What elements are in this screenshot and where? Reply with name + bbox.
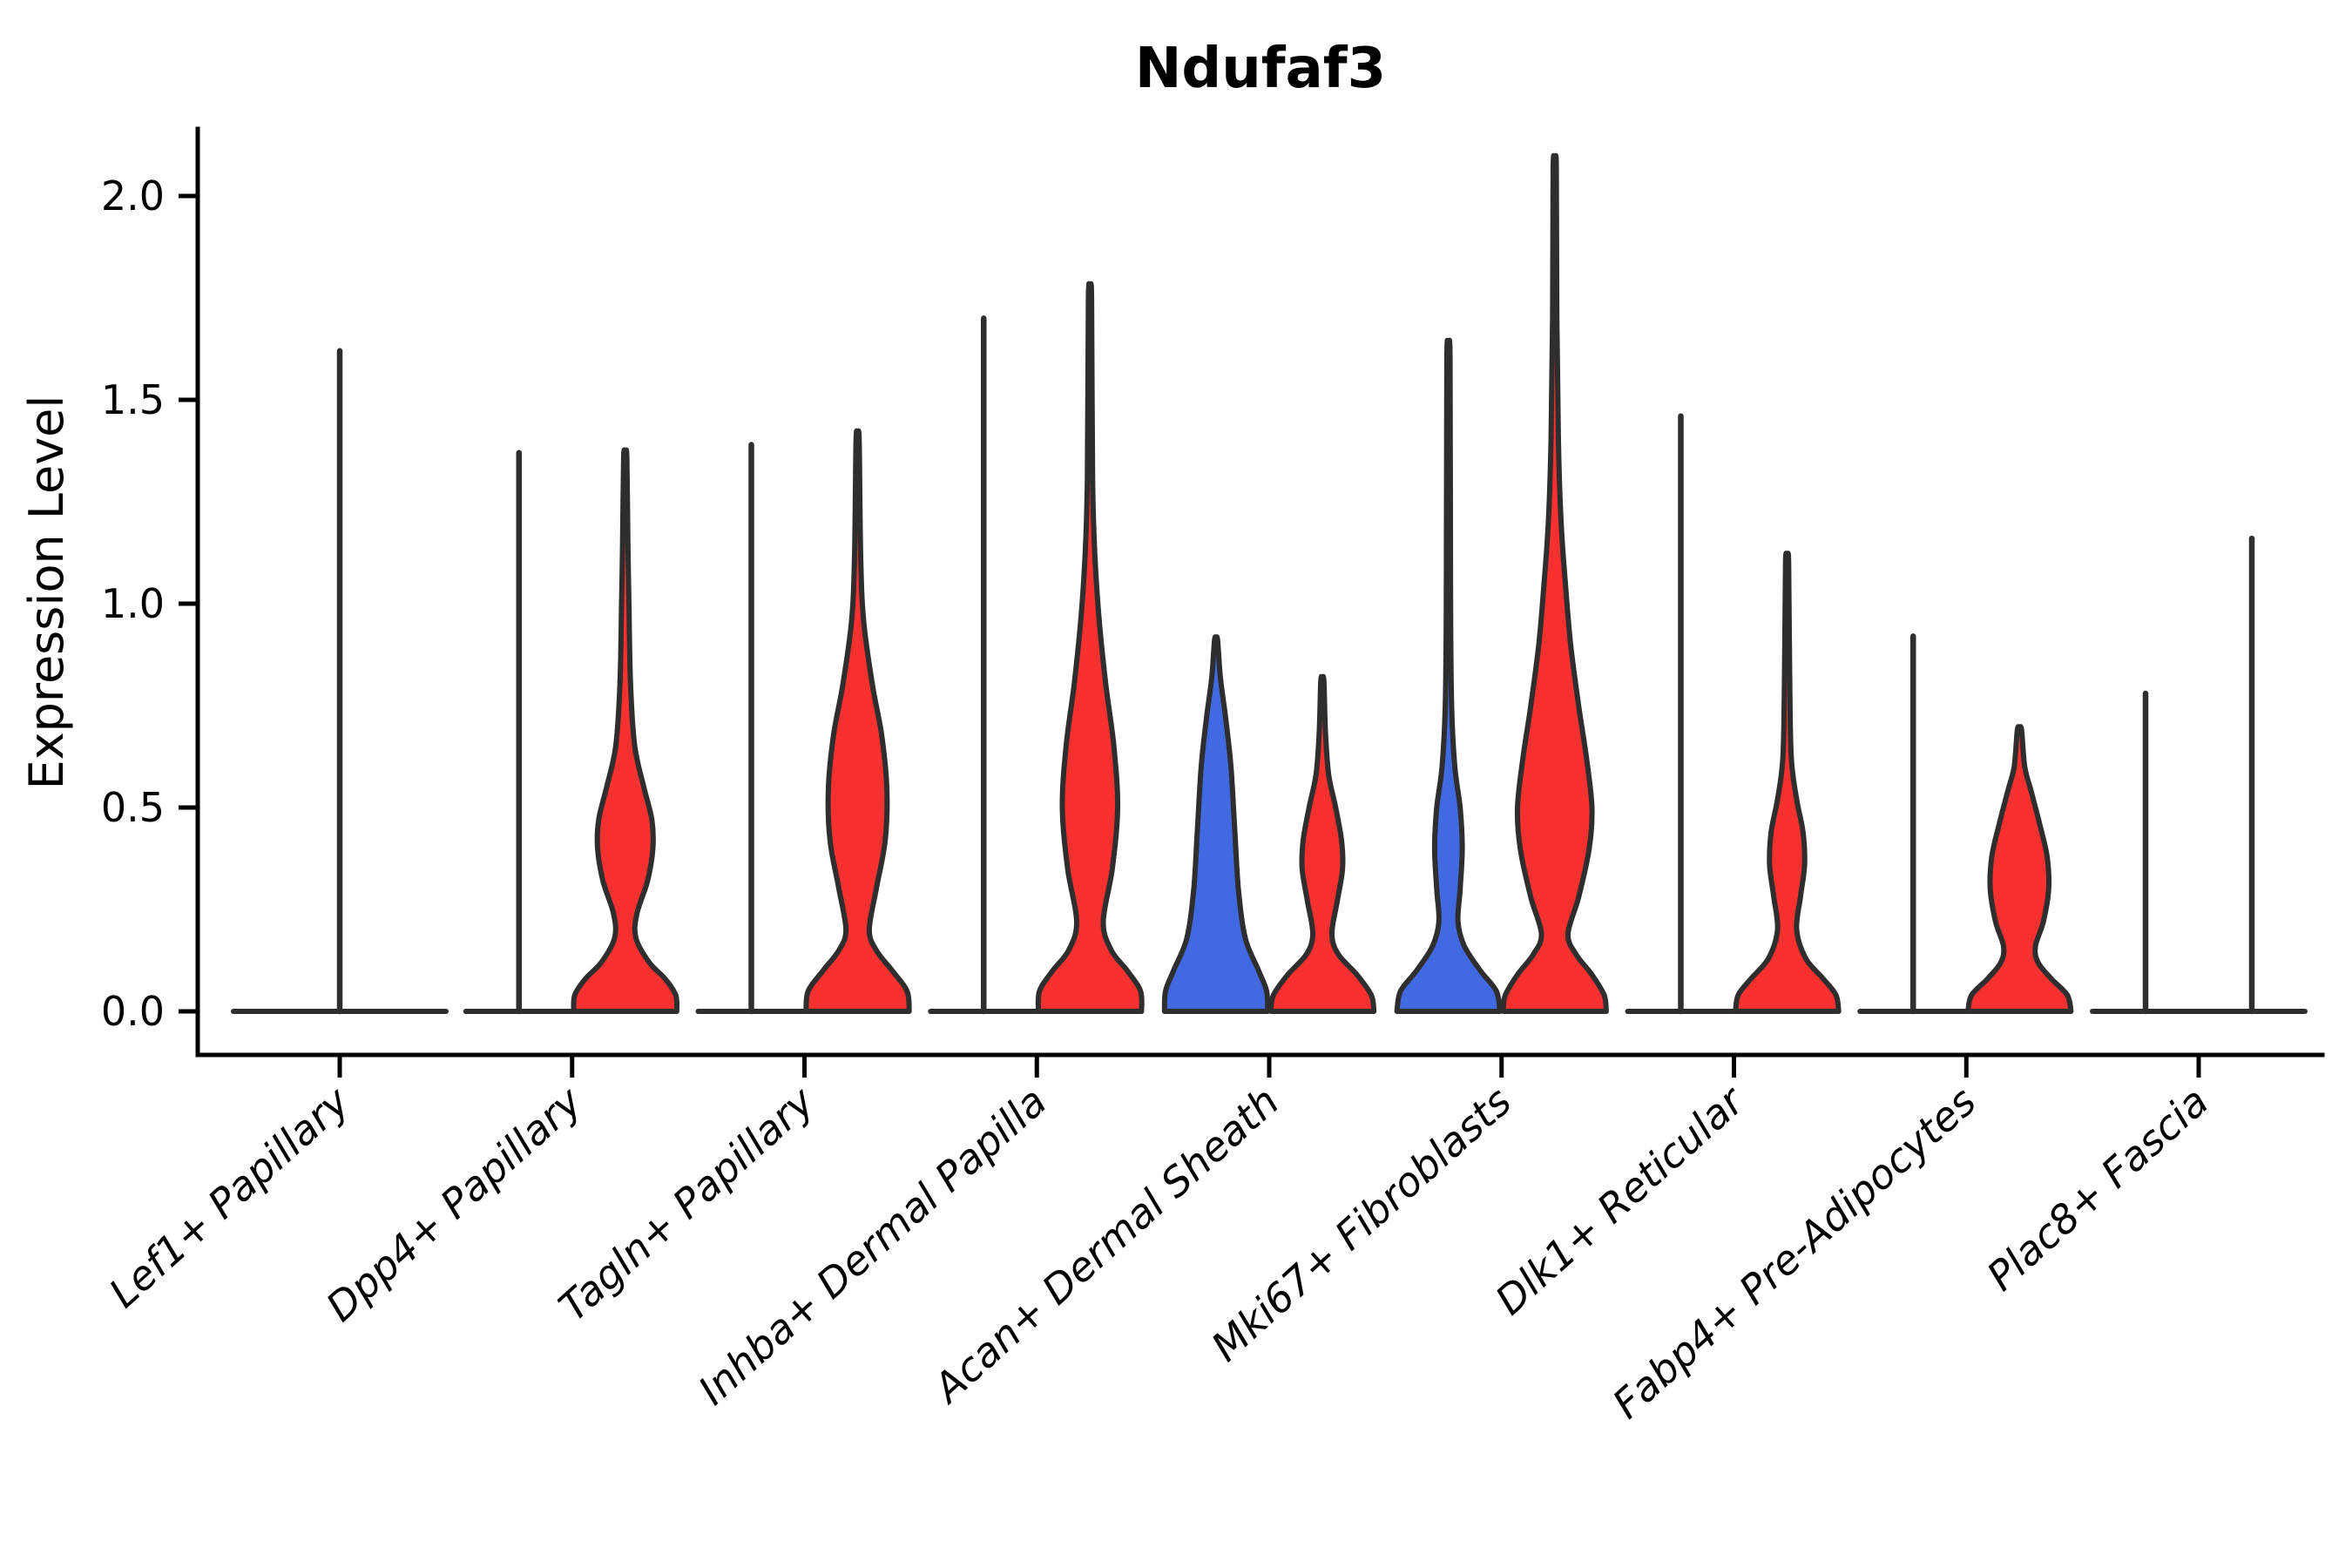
violin-spike (695, 442, 808, 1015)
violin-spike (928, 315, 1040, 1015)
y-tick-label: 1.0 (101, 580, 165, 627)
y-tick-label: 1.5 (101, 376, 165, 423)
violin-spike (231, 348, 449, 1015)
violin-spike (1857, 633, 1970, 1015)
violins-layer (231, 152, 2308, 1015)
y-tick-label: 2.0 (101, 172, 165, 220)
violin-shape (1733, 551, 1842, 1014)
y-axis-label: Expression Level (19, 395, 74, 790)
violin-shape (1267, 673, 1377, 1014)
y-tick-label: 0.0 (101, 988, 165, 1035)
violin-shape (1500, 152, 1609, 1014)
violin-shape (1394, 337, 1503, 1014)
violin-shape (1035, 280, 1145, 1014)
violin-shape (1161, 634, 1271, 1014)
violin-spike (2196, 535, 2308, 1015)
violin-shape (803, 428, 912, 1014)
y-tick-label: 0.5 (101, 784, 165, 831)
violin-shape (1965, 724, 2074, 1014)
violin-spike (1625, 413, 1737, 1015)
violin-spike (463, 449, 575, 1015)
violin-shape (571, 447, 680, 1014)
violin-spike (2090, 690, 2201, 1015)
chart-title: Ndufaf3 (1135, 37, 1386, 101)
